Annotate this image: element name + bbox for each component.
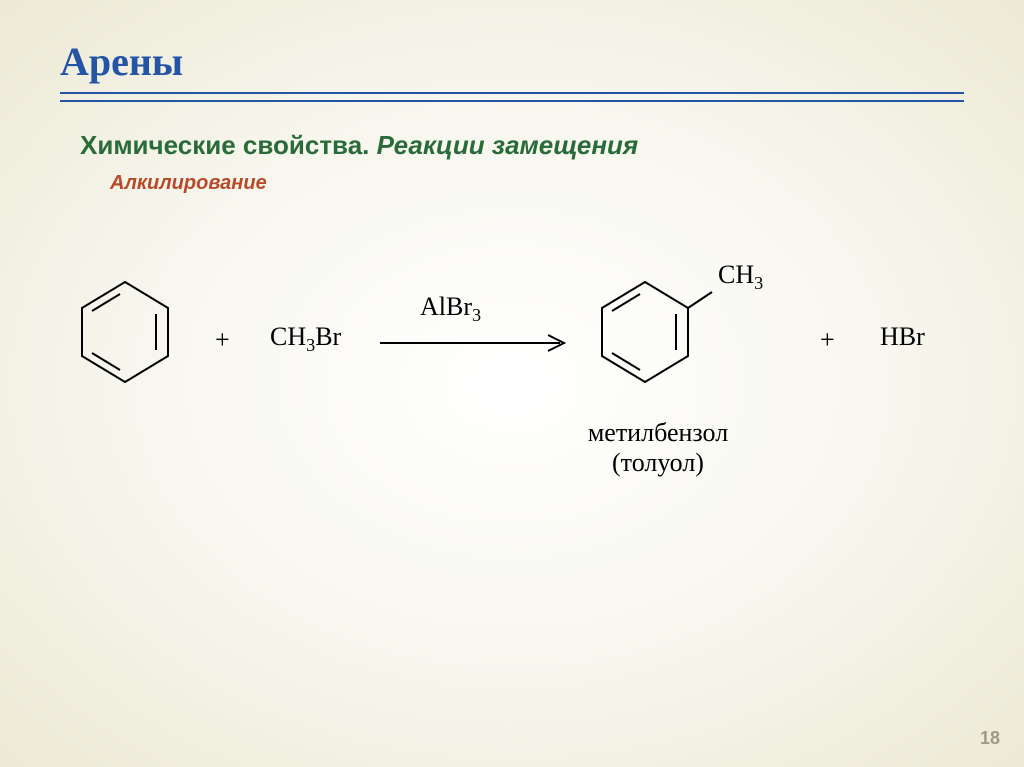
substituent-ch: CH bbox=[718, 260, 754, 289]
substituent-sub: 3 bbox=[754, 273, 763, 293]
reaction-scheme: + CH3Br AlBr3 CH3 + HBr метилбензол bbox=[80, 260, 960, 480]
toluene-product bbox=[600, 280, 690, 384]
reagent-sub: 3 bbox=[306, 335, 315, 355]
plus-sign-1: + bbox=[215, 325, 230, 355]
toluene-inner-bond-3 bbox=[612, 294, 640, 311]
substituent-label: CH3 bbox=[718, 260, 763, 294]
subtitle: Химические свойства. Реакции замещения bbox=[80, 130, 638, 161]
benzene-reactant bbox=[80, 280, 170, 384]
benzene-inner-bond-2 bbox=[92, 353, 120, 370]
product-name-line1: метилбензол bbox=[578, 418, 738, 448]
reaction-arrow bbox=[380, 330, 570, 360]
page-number: 18 bbox=[980, 728, 1000, 749]
subtitle-text-1: Химические свойства. bbox=[80, 130, 377, 160]
subtitle-text-2: Реакции замещения bbox=[377, 130, 639, 160]
reagent-br: Br bbox=[315, 322, 341, 351]
toluene-substituent-bond bbox=[688, 292, 712, 308]
catalyst-label: AlBr3 bbox=[420, 292, 481, 326]
toluene-inner-bond-2 bbox=[612, 353, 640, 370]
slide-title: Арены bbox=[60, 38, 183, 85]
product-name-line2: (толуол) bbox=[578, 448, 738, 478]
catalyst-sub: 3 bbox=[472, 305, 481, 325]
plus-sign-2: + bbox=[820, 325, 835, 355]
byproduct-label: HBr bbox=[880, 322, 925, 352]
catalyst-albr: AlBr bbox=[420, 292, 472, 321]
title-underline bbox=[60, 92, 964, 102]
reagent-ch: CH bbox=[270, 322, 306, 351]
product-name: метилбензол (толуол) bbox=[578, 418, 738, 478]
reagent-label: CH3Br bbox=[270, 322, 341, 356]
benzene-inner-bond-3 bbox=[92, 294, 120, 311]
sub-subtitle: Алкилирование bbox=[110, 172, 267, 195]
